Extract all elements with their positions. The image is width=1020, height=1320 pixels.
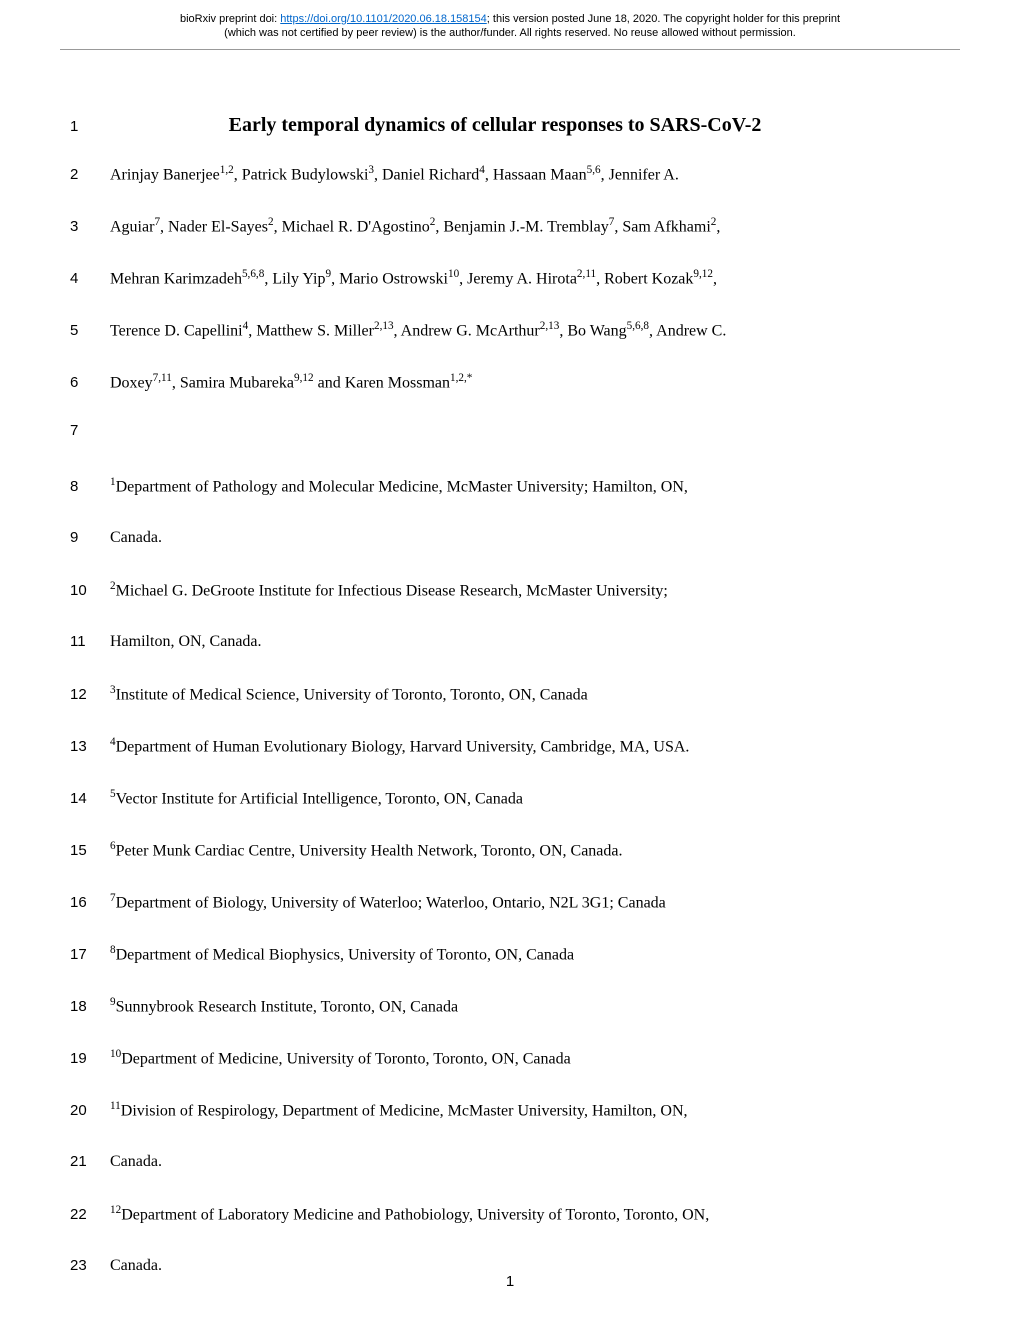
line-number: 20 (70, 1102, 110, 1119)
affiliation-text: 3Institute of Medical Science, Universit… (110, 682, 920, 707)
line-number: 19 (70, 1050, 110, 1067)
line-number: 4 (70, 270, 110, 287)
preprint-header: bioRxiv preprint doi: https://doi.org/10… (0, 0, 1020, 49)
line-number: 6 (70, 374, 110, 391)
affiliation-text: Canada. (110, 526, 920, 550)
affiliation-text: 1Department of Pathology and Molecular M… (110, 474, 920, 499)
line-number: 12 (70, 686, 110, 703)
line-7: 7 (70, 422, 920, 452)
header-line2: (which was not certified by peer review)… (224, 27, 796, 39)
affiliation-text: 4Department of Human Evolutionary Biolog… (110, 734, 920, 759)
line-number: 11 (70, 633, 110, 650)
authors-text: Terence D. Capellini4, Matthew S. Miller… (110, 318, 920, 343)
authors-text: Mehran Karimzadeh5,6,8, Lily Yip9, Mario… (110, 266, 920, 291)
line-18: 18 9Sunnybrook Research Institute, Toron… (70, 994, 920, 1024)
line-number: 5 (70, 322, 110, 339)
affiliation-text: 8Department of Medical Biophysics, Unive… (110, 942, 920, 967)
affiliation-text: 9Sunnybrook Research Institute, Toronto,… (110, 994, 920, 1019)
line-number: 8 (70, 478, 110, 495)
line-4: 4 Mehran Karimzadeh5,6,8, Lily Yip9, Mar… (70, 266, 920, 296)
line-number: 22 (70, 1206, 110, 1223)
line-number: 10 (70, 582, 110, 599)
paper-title: Early temporal dynamics of cellular resp… (110, 110, 920, 140)
authors-text: Doxey7,11, Samira Mubareka9,12 and Karen… (110, 370, 920, 395)
line-number: 9 (70, 529, 110, 546)
line-14: 14 5Vector Institute for Artificial Inte… (70, 786, 920, 816)
affiliation-text: 2Michael G. DeGroote Institute for Infec… (110, 578, 920, 603)
line-number: 2 (70, 166, 110, 183)
line-19: 19 10Department of Medicine, University … (70, 1046, 920, 1076)
page-number: 1 (0, 1273, 1020, 1290)
affiliation-text: 11Division of Respirology, Department of… (110, 1098, 920, 1123)
line-5: 5 Terence D. Capellini4, Matthew S. Mill… (70, 318, 920, 348)
affiliation-text: 7Department of Biology, University of Wa… (110, 890, 920, 915)
line-10: 10 2Michael G. DeGroote Institute for In… (70, 578, 920, 608)
line-number: 15 (70, 842, 110, 859)
line-1: 1 Early temporal dynamics of cellular re… (70, 110, 920, 140)
line-17: 17 8Department of Medical Biophysics, Un… (70, 942, 920, 972)
line-11: 11 Hamilton, ON, Canada. (70, 630, 920, 660)
line-6: 6 Doxey7,11, Samira Mubareka9,12 and Kar… (70, 370, 920, 400)
line-number: 16 (70, 894, 110, 911)
doi-link[interactable]: https://doi.org/10.1101/2020.06.18.15815… (280, 13, 487, 25)
affiliation-text: Canada. (110, 1150, 920, 1174)
affiliation-text: 10Department of Medicine, University of … (110, 1046, 920, 1071)
affiliation-text: 12Department of Laboratory Medicine and … (110, 1202, 920, 1227)
line-number: 18 (70, 998, 110, 1015)
line-3: 3 Aguiar7, Nader El-Sayes2, Michael R. D… (70, 214, 920, 244)
affiliation-text: 5Vector Institute for Artificial Intelli… (110, 786, 920, 811)
line-number: 7 (70, 422, 110, 439)
affiliation-text: 6Peter Munk Cardiac Centre, University H… (110, 838, 920, 863)
header-divider (60, 49, 960, 50)
line-number: 21 (70, 1153, 110, 1170)
line-9: 9 Canada. (70, 526, 920, 556)
affiliation-text: Hamilton, ON, Canada. (110, 630, 920, 654)
line-20: 20 11Division of Respirology, Department… (70, 1098, 920, 1128)
line-number: 3 (70, 218, 110, 235)
line-number: 17 (70, 946, 110, 963)
line-15: 15 6Peter Munk Cardiac Centre, Universit… (70, 838, 920, 868)
line-12: 12 3Institute of Medical Science, Univer… (70, 682, 920, 712)
line-16: 16 7Department of Biology, University of… (70, 890, 920, 920)
authors-text: Arinjay Banerjee1,2, Patrick Budylowski3… (110, 162, 920, 187)
line-13: 13 4Department of Human Evolutionary Bio… (70, 734, 920, 764)
manuscript-content: 1 Early temporal dynamics of cellular re… (0, 80, 1020, 1284)
line-22: 22 12Department of Laboratory Medicine a… (70, 1202, 920, 1232)
line-number: 1 (70, 118, 110, 135)
line-number: 23 (70, 1257, 110, 1274)
line-number: 13 (70, 738, 110, 755)
line-number: 14 (70, 790, 110, 807)
line-21: 21 Canada. (70, 1150, 920, 1180)
header-line1-prefix: bioRxiv preprint doi: (180, 13, 280, 25)
authors-text: Aguiar7, Nader El-Sayes2, Michael R. D'A… (110, 214, 920, 239)
header-line1-suffix: ; this version posted June 18, 2020. The… (487, 13, 840, 25)
line-2: 2 Arinjay Banerjee1,2, Patrick Budylowsk… (70, 162, 920, 192)
line-8: 8 1Department of Pathology and Molecular… (70, 474, 920, 504)
